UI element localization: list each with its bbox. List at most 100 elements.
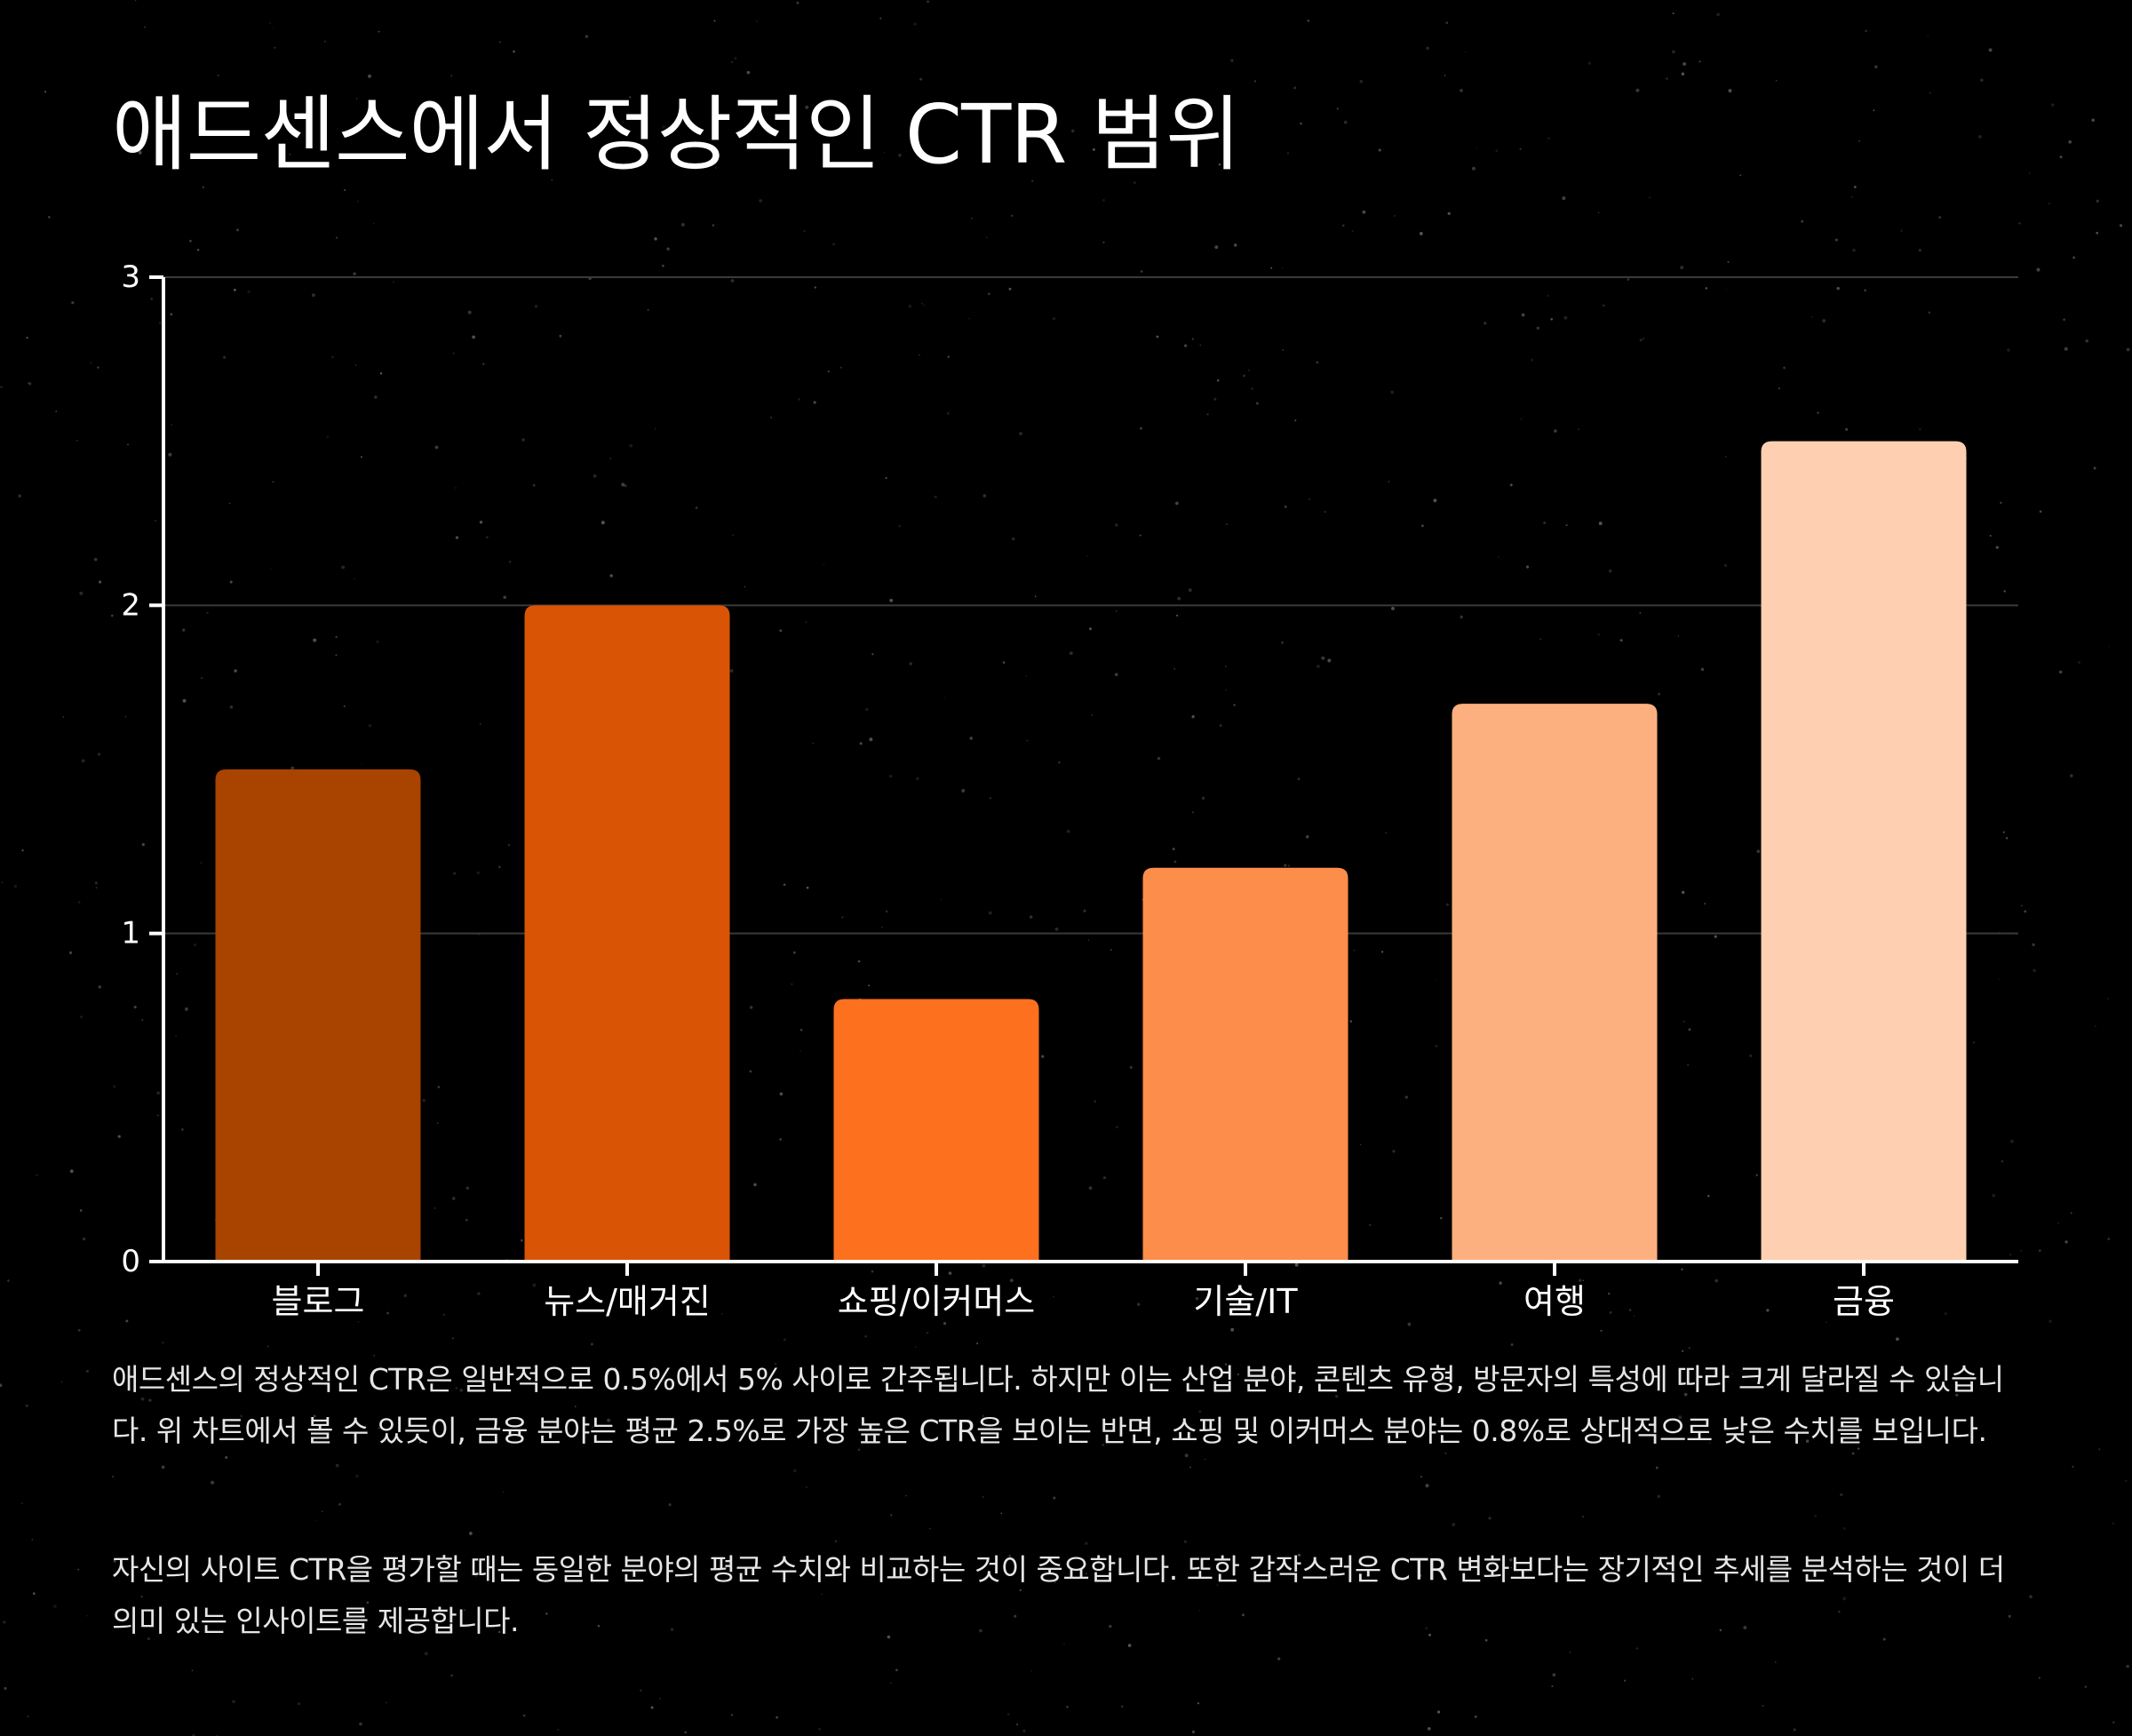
speckle <box>94 881 98 885</box>
speckle <box>85 1369 89 1373</box>
speckle <box>1805 1439 1810 1443</box>
speckle <box>1716 12 1720 17</box>
speckle <box>1137 1302 1141 1306</box>
speckle <box>1858 1447 1860 1450</box>
speckle <box>1206 413 1209 416</box>
speckle <box>1874 65 1878 68</box>
speckle <box>2010 1139 2014 1143</box>
speckle <box>1425 1484 1429 1488</box>
speckle <box>857 960 861 963</box>
speckle <box>1216 1584 1219 1586</box>
speckle <box>343 705 346 707</box>
bar-6 <box>1761 441 1967 1262</box>
speckle <box>386 1701 387 1703</box>
speckle <box>968 317 970 320</box>
speckle <box>1213 397 1217 401</box>
speckle <box>1378 148 1381 152</box>
speckle <box>1853 186 1857 188</box>
speckle <box>217 74 219 77</box>
speckle <box>1840 1493 1843 1496</box>
speckle <box>1852 249 1856 252</box>
speckle <box>1086 555 1088 557</box>
speckle <box>1838 1611 1841 1613</box>
speckle <box>1619 639 1623 642</box>
speckle <box>1851 1452 1855 1455</box>
speckle <box>1551 1685 1554 1688</box>
speckle <box>1420 1476 1422 1478</box>
speckle <box>150 297 154 300</box>
speckle <box>940 898 943 901</box>
speckle <box>1755 1174 1758 1176</box>
speckle <box>272 481 274 483</box>
speckle <box>437 1086 441 1088</box>
speckle <box>1703 903 1706 905</box>
speckle <box>779 1138 782 1141</box>
speckle <box>1066 1705 1069 1708</box>
speckle <box>335 654 338 657</box>
speckle <box>1801 219 1803 223</box>
speckle <box>926 1331 929 1334</box>
speckle <box>174 1373 177 1376</box>
speckle <box>523 1714 526 1717</box>
speckle <box>434 1206 436 1209</box>
speckle <box>746 70 751 75</box>
speckle <box>792 951 796 954</box>
speckle <box>1327 658 1332 663</box>
speckle <box>805 105 809 109</box>
speckle <box>235 228 240 232</box>
speckle <box>989 797 991 800</box>
speckle <box>2002 831 2005 833</box>
speckle <box>662 264 664 267</box>
speckle <box>1175 501 1179 506</box>
speckle <box>1006 1713 1010 1716</box>
speckle <box>360 456 362 458</box>
speckle <box>909 662 912 665</box>
speckle <box>806 886 809 889</box>
speckle <box>1089 627 1092 631</box>
speckle <box>1066 829 1070 833</box>
speckle <box>357 1320 360 1323</box>
speckle <box>1793 1728 1796 1732</box>
speckle <box>734 57 737 60</box>
speckle <box>1520 418 1523 420</box>
speckle <box>1510 1566 1512 1569</box>
speckle <box>0 1383 3 1388</box>
speckle <box>507 843 511 847</box>
speckle <box>1739 174 1742 177</box>
speckle <box>1053 1496 1056 1500</box>
speckle <box>214 1219 216 1221</box>
speckle <box>434 445 439 450</box>
speckle <box>378 30 380 33</box>
speckle <box>1225 689 1227 691</box>
speckle <box>979 1628 982 1633</box>
speckle <box>117 1135 121 1138</box>
speckle <box>1476 147 1478 149</box>
speckle <box>1900 229 1903 232</box>
speckle <box>1140 270 1143 273</box>
speckle <box>1188 588 1192 593</box>
speckle <box>1609 1311 1612 1314</box>
speckle <box>175 1035 177 1038</box>
speckle <box>1495 149 1498 152</box>
speckle <box>1510 1343 1514 1346</box>
speckle <box>1189 1466 1192 1469</box>
speckle <box>883 152 886 154</box>
speckle <box>1714 935 1717 938</box>
speckle <box>1173 860 1177 864</box>
speckle <box>1201 796 1205 800</box>
speckle <box>1142 898 1143 901</box>
speckle <box>2093 466 2096 470</box>
speckle <box>1683 62 1687 66</box>
speckle <box>970 217 973 219</box>
speckle <box>1316 361 1319 364</box>
speckle <box>141 843 145 847</box>
speckle <box>418 1441 421 1444</box>
speckle <box>266 1345 269 1348</box>
speckle <box>1396 1559 1397 1562</box>
speckle <box>368 724 372 728</box>
speckle <box>422 1098 426 1103</box>
speckle <box>1680 266 1684 270</box>
speckle <box>200 862 203 864</box>
y-tick-label: 3 <box>121 259 140 295</box>
speckle <box>331 355 334 359</box>
